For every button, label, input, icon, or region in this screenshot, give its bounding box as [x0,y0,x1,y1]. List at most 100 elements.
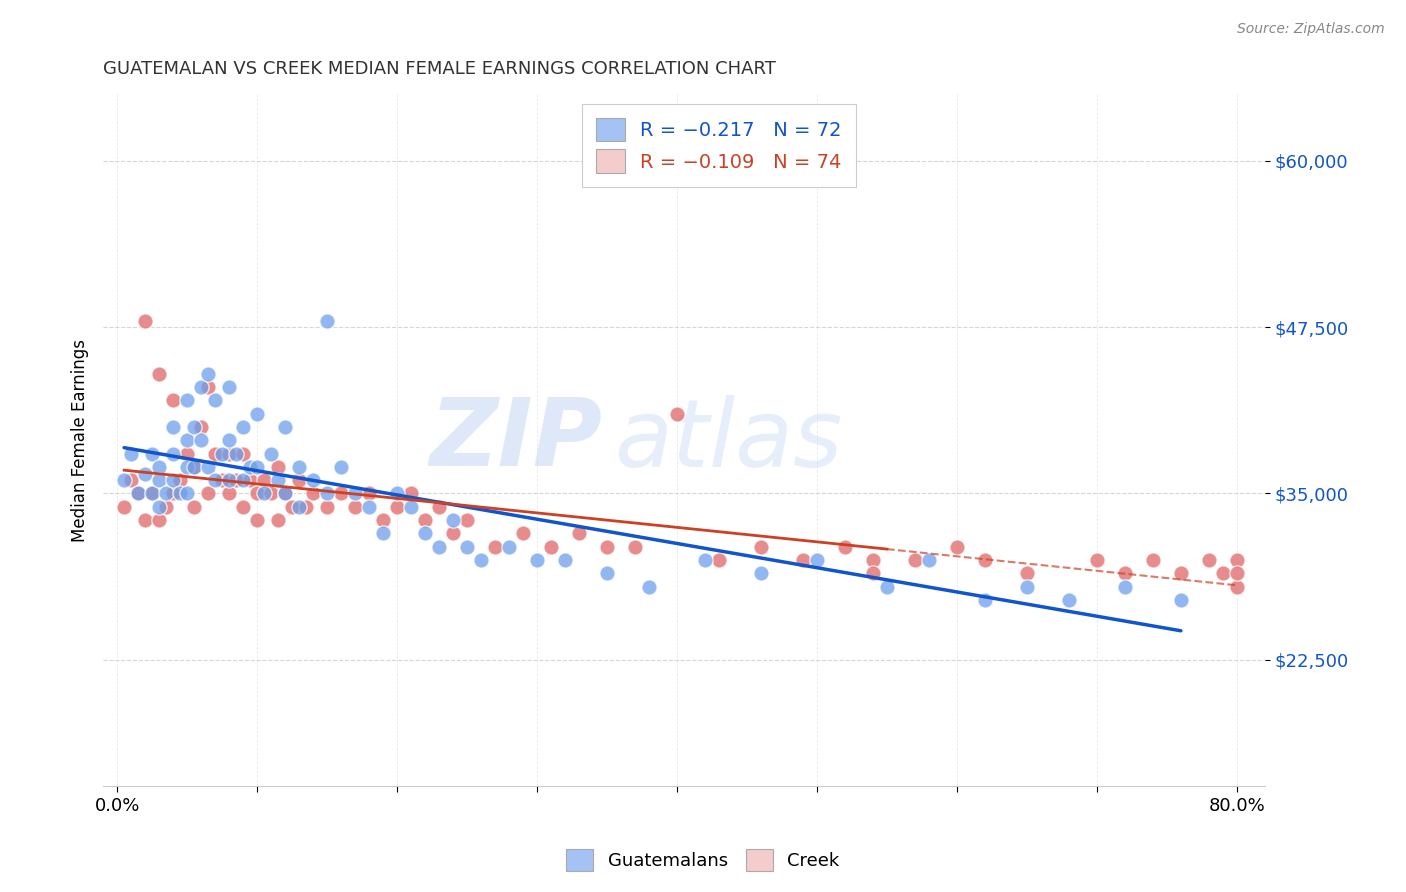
Point [1198,553,1220,567]
Legend: Guatemalans, Creek: Guatemalans, Creek [560,842,846,879]
Point [596,566,619,581]
Point [470,553,492,567]
Point [876,580,898,594]
Point [498,540,520,554]
Point [190,380,212,394]
Point [316,313,339,327]
Point [134,313,156,327]
Point [260,447,283,461]
Point [441,526,464,541]
Point [357,500,380,514]
Point [162,420,184,434]
Point [141,447,163,461]
Point [112,500,135,514]
Point [169,486,191,500]
Point [624,540,647,554]
Point [141,486,163,500]
Point [1226,566,1249,581]
Point [862,566,884,581]
Point [399,500,422,514]
Point [190,434,212,448]
Point [1015,580,1038,594]
Point [176,447,198,461]
Point [344,486,367,500]
Point [385,500,408,514]
Point [295,500,318,514]
Text: ZIP: ZIP [430,394,603,486]
Point [427,540,450,554]
Point [427,500,450,514]
Point [162,486,184,500]
Point [1170,566,1192,581]
Point [148,513,170,527]
Point [232,420,254,434]
Point [330,486,353,500]
Point [204,393,226,408]
Point [267,473,290,487]
Point [112,473,135,487]
Point [288,473,311,487]
Point [1226,553,1249,567]
Point [155,500,177,514]
Point [155,486,177,500]
Point [1057,593,1080,607]
Point [183,459,205,474]
Point [141,486,163,500]
Point [169,473,191,487]
Point [385,486,408,500]
Point [638,580,661,594]
Point [749,566,772,581]
Point [456,513,478,527]
Point [1226,580,1249,594]
Point [148,500,170,514]
Point [127,486,149,500]
Point [904,553,927,567]
Point [239,473,262,487]
Point [232,473,254,487]
Point [148,473,170,487]
Point [371,526,394,541]
Point [512,526,534,541]
Point [357,486,380,500]
Point [596,540,619,554]
Point [288,500,311,514]
Point [148,459,170,474]
Point [197,459,219,474]
Point [399,486,422,500]
Point [211,447,233,461]
Point [232,447,254,461]
Point [274,420,297,434]
Point [253,473,276,487]
Legend: R = −0.217   N = 72, R = −0.109   N = 74: R = −0.217 N = 72, R = −0.109 N = 74 [582,104,856,186]
Point [197,367,219,381]
Point [806,553,828,567]
Point [225,447,247,461]
Point [204,447,226,461]
Point [1212,566,1234,581]
Point [862,553,884,567]
Point [134,513,156,527]
Point [413,526,436,541]
Point [260,486,283,500]
Point [666,407,689,421]
Point [176,486,198,500]
Text: atlas: atlas [614,395,842,486]
Point [316,500,339,514]
Point [176,393,198,408]
Point [218,380,240,394]
Point [792,553,814,567]
Point [568,526,591,541]
Point [316,486,339,500]
Point [232,500,254,514]
Point [134,467,156,481]
Point [1170,593,1192,607]
Point [120,473,142,487]
Point [1142,553,1164,567]
Point [274,486,297,500]
Point [204,473,226,487]
Point [302,486,325,500]
Point [274,486,297,500]
Text: Source: ZipAtlas.com: Source: ZipAtlas.com [1237,22,1385,37]
Point [267,459,290,474]
Point [225,473,247,487]
